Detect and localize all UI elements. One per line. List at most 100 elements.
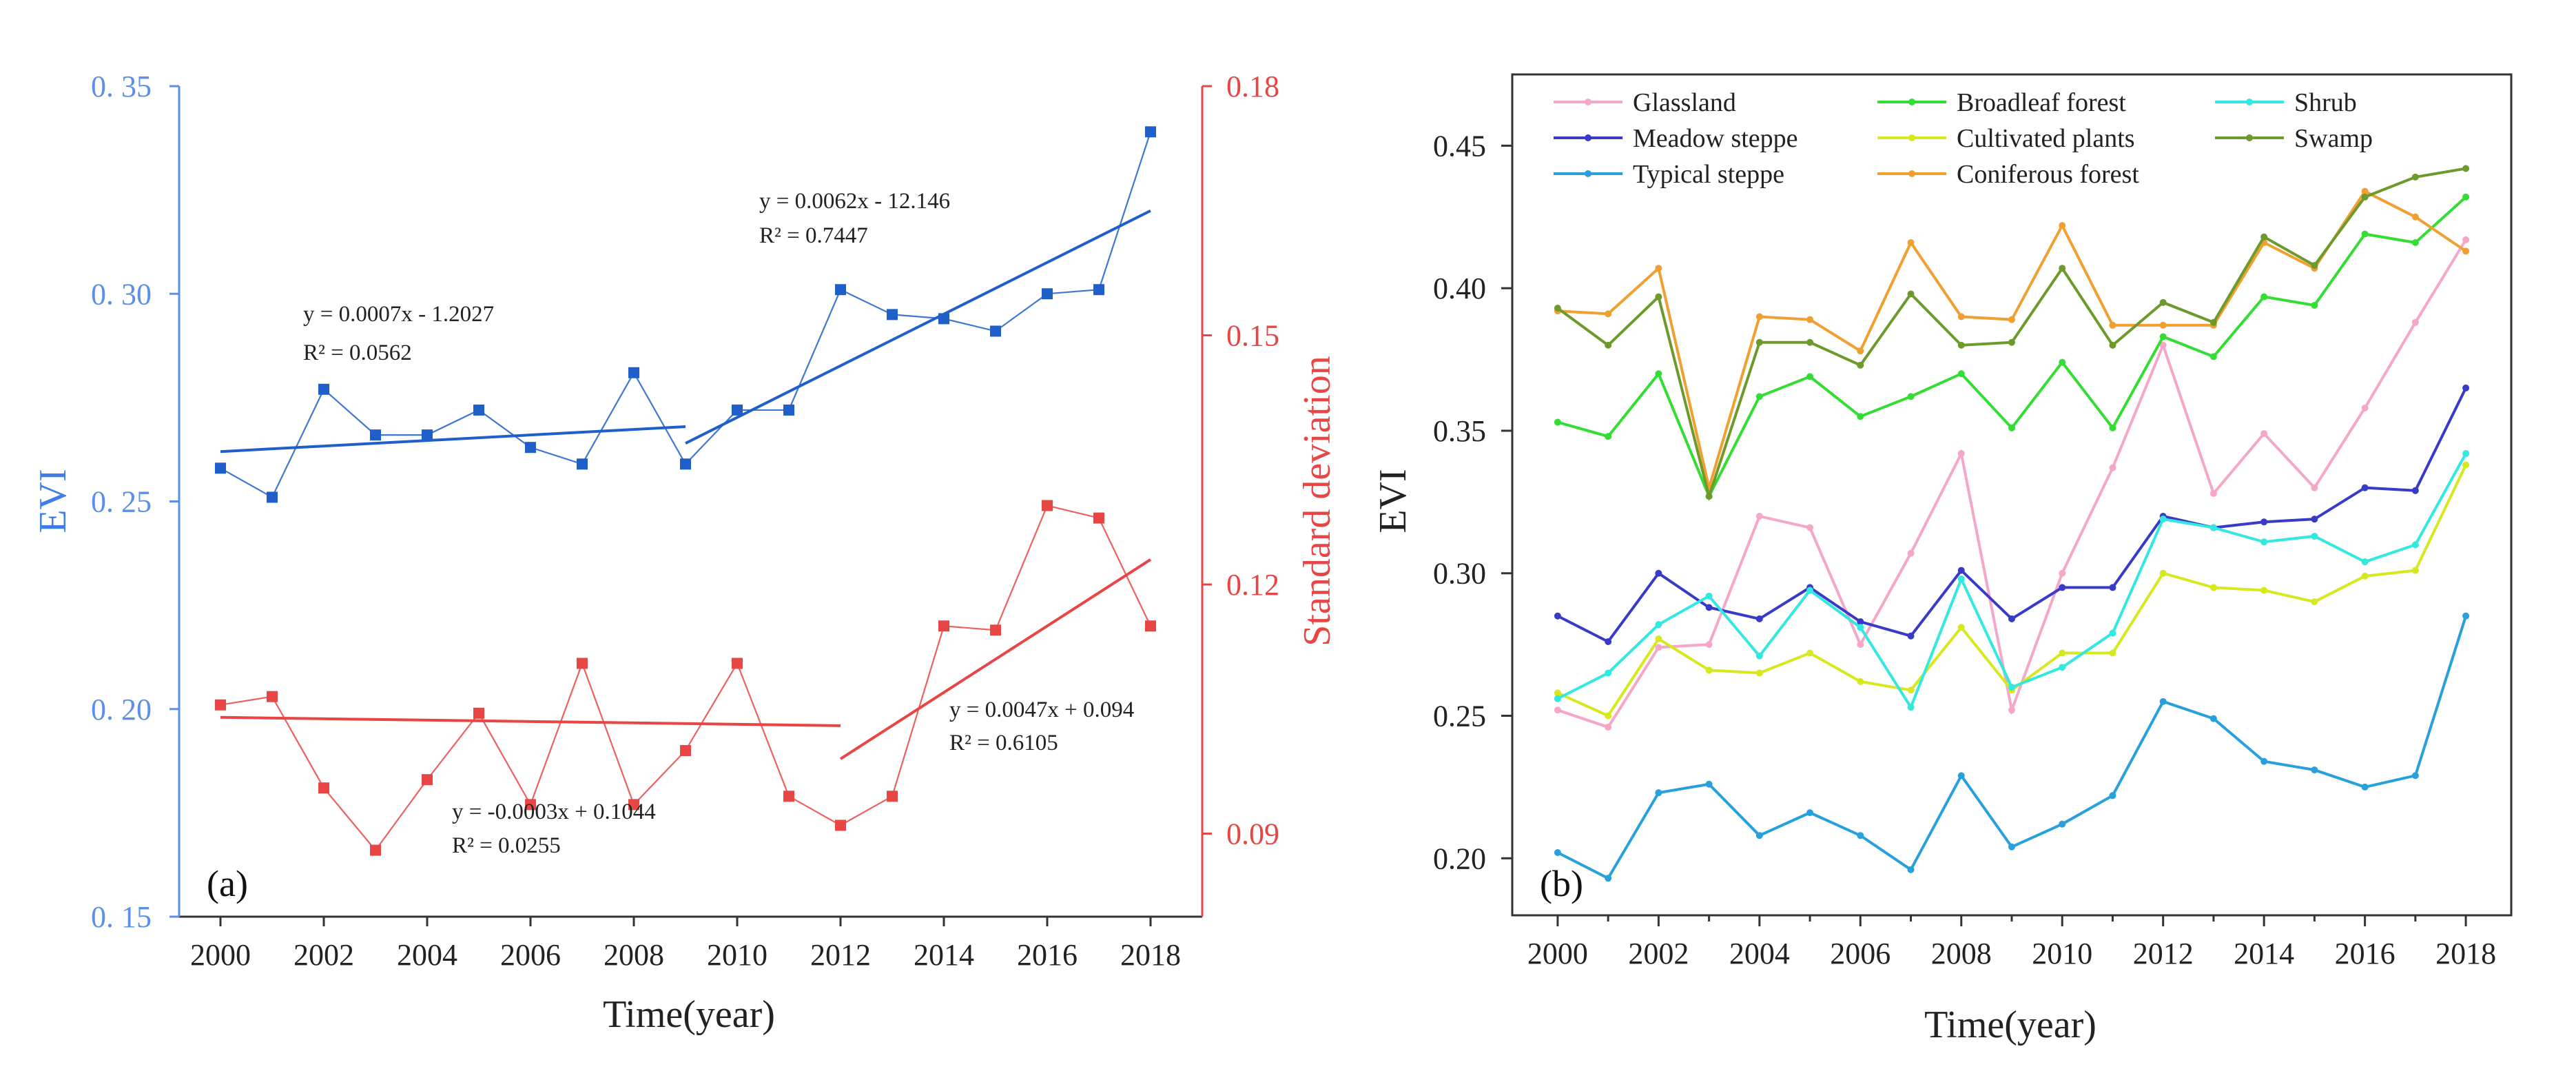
b-x-tick-label: 2002 <box>1628 937 1689 970</box>
b-x-tick-label: 2012 <box>2133 937 2194 970</box>
panel-a-series <box>215 126 1156 856</box>
a-point-evi <box>783 404 794 416</box>
a-point-evi <box>577 458 588 470</box>
b-point-shrub <box>2462 450 2470 458</box>
panel-a-xlabel: Time(year) <box>603 993 775 1036</box>
legend-marker-swamp <box>2246 134 2253 141</box>
b-point-meadow-steppe <box>2411 487 2419 494</box>
panel-a-y-ticks: 0. 15 0. 20 0. 25 0. 30 0. 35 <box>91 70 179 934</box>
b-point-typical-steppe <box>1806 809 1814 817</box>
b-point-shrub <box>2109 629 2116 637</box>
b-point-broadleaf-forest <box>2159 333 2167 340</box>
legend-marker-typical-steppe <box>1585 170 1591 177</box>
panel-b-y-ticks: 0.20 0.25 0.30 0.35 0.40 0.45 <box>1433 129 1512 875</box>
b-point-swamp <box>1907 290 1915 298</box>
a-point-evi <box>628 367 639 378</box>
b-point-typical-steppe <box>1655 789 1662 797</box>
a-point-sd <box>887 791 898 802</box>
b-point-cultivated-plants <box>1755 669 1763 677</box>
b-point-cultivated-plants <box>2462 461 2470 469</box>
legend-label-glassland: Glassland <box>1633 88 1736 117</box>
b-y-tick-label: 0.20 <box>1433 842 1486 875</box>
b-point-glassland <box>2209 489 2217 497</box>
b-point-cultivated-plants <box>1957 624 1965 631</box>
a-x-tick-label: 2014 <box>914 938 974 972</box>
a-point-sd <box>473 707 484 719</box>
b-point-broadleaf-forest <box>2209 353 2217 360</box>
b-point-swamp <box>2361 193 2369 201</box>
a-x-tick-label: 2006 <box>500 938 561 972</box>
b-point-coniferous-forest <box>1957 313 1965 320</box>
b-series-cultivated-plants <box>1557 464 2467 718</box>
b-series-shrub <box>1557 453 2467 711</box>
b-point-coniferous-forest <box>1806 316 1814 323</box>
b-point-cultivated-plants <box>1907 686 1915 694</box>
legend-label-typical-steppe: Typical steppe <box>1633 160 1784 189</box>
b-point-glassland <box>2159 341 2167 349</box>
b-point-meadow-steppe <box>1957 567 1965 574</box>
panel-a-trendlines <box>220 209 1152 760</box>
b-x-tick-label: 2004 <box>1729 937 1790 970</box>
a-y2-tick-label: 0.18 <box>1226 70 1279 103</box>
b-point-meadow-steppe <box>2260 518 2268 526</box>
a-point-evi <box>422 429 433 441</box>
b-x-tick-label: 2006 <box>1830 937 1890 970</box>
a-point-evi <box>1145 126 1156 138</box>
b-point-coniferous-forest <box>2008 316 2015 323</box>
b-point-coniferous-forest <box>2159 321 2167 329</box>
legend-marker-meadow-steppe <box>1585 134 1591 141</box>
b-point-typical-steppe <box>1907 866 1915 873</box>
b-point-cultivated-plants <box>1705 666 1713 674</box>
b-point-swamp <box>1655 293 1662 301</box>
b-point-typical-steppe <box>1957 772 1965 780</box>
a-point-evi <box>215 462 226 474</box>
b-point-cultivated-plants <box>1857 678 1864 685</box>
a-x-tick-label: 2010 <box>707 938 767 972</box>
legend-marker-shrub <box>2246 99 2253 105</box>
b-point-glassland <box>2008 706 2015 714</box>
a-point-evi <box>473 404 484 416</box>
a-point-sd <box>1093 512 1104 524</box>
a-trendline-4 <box>839 558 1152 760</box>
b-point-coniferous-forest <box>2411 213 2419 221</box>
b-series-typical-steppe <box>1557 615 2467 880</box>
b-point-meadow-steppe <box>2462 384 2470 391</box>
b-point-coniferous-forest <box>1857 347 1864 355</box>
a-x-tick-label: 2000 <box>190 938 251 972</box>
b-point-typical-steppe <box>2462 612 2470 620</box>
b-point-glassland <box>2361 404 2369 411</box>
b-point-typical-steppe <box>2109 792 2116 800</box>
a-point-sd <box>938 620 949 632</box>
b-point-shrub <box>1957 576 1965 582</box>
panel-a-ylabel: EVI <box>32 469 74 533</box>
a-point-evi <box>267 491 278 503</box>
b-point-typical-steppe <box>2159 698 2167 705</box>
a-point-sd <box>267 691 278 702</box>
a-point-sd <box>318 782 329 794</box>
b-point-meadow-steppe <box>2109 584 2116 591</box>
a-series-line-sd <box>220 505 1151 852</box>
b-point-glassland <box>2109 464 2116 471</box>
b-point-typical-steppe <box>2260 757 2268 765</box>
a-x-tick-label: 2012 <box>810 938 871 972</box>
b-point-broadleaf-forest <box>2361 230 2369 238</box>
b-point-broadleaf-forest <box>1755 393 1763 400</box>
a-point-evi <box>835 284 846 296</box>
a-point-evi <box>938 313 949 325</box>
legend-label-swamp: Swamp <box>2294 124 2373 153</box>
b-y-tick-label: 0.25 <box>1433 700 1486 733</box>
a-y2-tick-label: 0.09 <box>1226 817 1279 851</box>
b-point-broadleaf-forest <box>1957 370 1965 378</box>
b-point-shrub <box>1755 652 1763 660</box>
legend-label-meadow-steppe: Meadow steppe <box>1633 124 1798 153</box>
trend-2-r2: R² = 0.7447 <box>759 223 868 248</box>
a-point-evi <box>525 442 536 454</box>
a-point-sd <box>732 658 743 669</box>
b-point-cultivated-plants <box>2311 598 2318 606</box>
b-point-swamp <box>1857 361 1864 369</box>
b-point-glassland <box>2311 484 2318 491</box>
a-x-tick-label: 2002 <box>293 938 354 972</box>
a-point-sd <box>628 799 639 811</box>
b-point-cultivated-plants <box>1655 635 1662 642</box>
b-point-broadleaf-forest <box>1605 433 1612 440</box>
